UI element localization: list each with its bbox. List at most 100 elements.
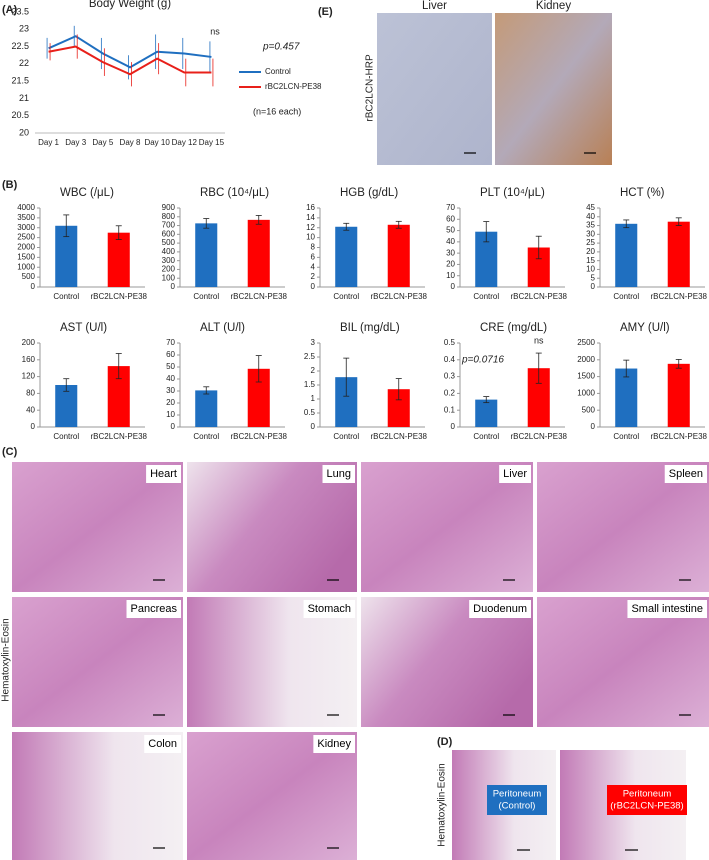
y-tick-label: 20.5 bbox=[11, 110, 29, 120]
chart-title: AST (U/l) bbox=[60, 322, 107, 334]
y-tick-label: 2500 bbox=[17, 233, 35, 242]
y-tick-label: 23 bbox=[19, 24, 29, 34]
label-line: (rBC2LCN-PE38) bbox=[610, 801, 683, 812]
y-tick-label: 10 bbox=[446, 271, 455, 280]
histology-image bbox=[377, 13, 492, 165]
y-tick-label: 0 bbox=[451, 422, 456, 431]
y-tick-label: 40 bbox=[166, 374, 175, 383]
x-tick-label: Day 12 bbox=[172, 138, 198, 147]
side-label: rBC2LCN-HRP bbox=[365, 54, 376, 122]
y-tick-label: 500 bbox=[22, 272, 36, 281]
annotation: ns bbox=[210, 26, 220, 36]
x-tick-label: Day 5 bbox=[92, 138, 113, 147]
y-tick-label: 10 bbox=[586, 265, 595, 274]
y-tick-label: 0.5 bbox=[304, 408, 316, 417]
tissue-label: Pancreas bbox=[131, 603, 178, 615]
chart-title: CRE (mg/dL) bbox=[480, 322, 547, 334]
y-tick-label: 100 bbox=[162, 273, 176, 282]
y-tick-label: 10 bbox=[306, 233, 315, 242]
y-tick-label: 0.1 bbox=[444, 405, 456, 414]
bar bbox=[475, 231, 498, 287]
y-tick-label: 600 bbox=[162, 229, 176, 238]
y-tick-label: 16 bbox=[306, 203, 315, 212]
y-tick-label: 21 bbox=[19, 93, 29, 103]
bar bbox=[247, 219, 270, 287]
y-tick-label: 200 bbox=[162, 265, 176, 274]
y-tick-label: 2 bbox=[311, 366, 316, 375]
panel-label: (D) bbox=[437, 736, 453, 748]
histology-image bbox=[12, 732, 183, 860]
y-tick-label: 700 bbox=[162, 221, 176, 230]
series-line bbox=[48, 35, 212, 69]
histology-image bbox=[12, 597, 183, 727]
panel-label: (A) bbox=[2, 4, 18, 16]
x-tick-label: rBC2LCN-PE38 bbox=[371, 292, 428, 301]
chart-title: ALT (U/l) bbox=[200, 322, 245, 334]
y-tick-label: 2500 bbox=[577, 338, 595, 347]
tissue-label: Small intestine bbox=[631, 603, 703, 615]
y-tick-label: 14 bbox=[306, 213, 315, 222]
y-tick-label: 0 bbox=[171, 282, 176, 291]
histology-image bbox=[361, 597, 533, 727]
x-tick-label: rBC2LCN-PE38 bbox=[651, 292, 708, 301]
chart-title: WBC (/μL) bbox=[60, 187, 114, 199]
y-tick-label: 8 bbox=[311, 243, 316, 252]
y-tick-label: 2 bbox=[311, 272, 316, 281]
y-tick-label: 0.3 bbox=[444, 372, 456, 381]
y-tick-label: 1500 bbox=[17, 252, 35, 261]
y-tick-label: 500 bbox=[162, 238, 176, 247]
y-tick-label: 2000 bbox=[17, 243, 35, 252]
histology-image bbox=[537, 462, 709, 592]
tissue-label: Kidney bbox=[317, 738, 351, 750]
y-tick-label: 20 bbox=[19, 127, 29, 137]
y-tick-label: 20 bbox=[586, 247, 595, 256]
label-box bbox=[664, 465, 707, 483]
y-tick-label: 0.2 bbox=[444, 389, 456, 398]
label-box bbox=[146, 465, 181, 483]
bar bbox=[107, 366, 130, 427]
y-tick-label: 2000 bbox=[577, 355, 595, 364]
x-tick-label: Control bbox=[473, 432, 499, 441]
tissue-label: Colon bbox=[148, 738, 177, 750]
bar bbox=[335, 377, 358, 427]
annotation: p=0.0716 bbox=[461, 355, 504, 366]
y-tick-label: 40 bbox=[586, 212, 595, 221]
legend-label: rBC2LCN-PE38 bbox=[265, 82, 322, 91]
x-tick-label: Day 8 bbox=[120, 138, 141, 147]
bar bbox=[527, 247, 550, 287]
y-tick-label: 800 bbox=[162, 212, 176, 221]
y-tick-label: 70 bbox=[446, 203, 455, 212]
y-tick-label: 5 bbox=[591, 273, 596, 282]
x-tick-label: Control bbox=[333, 292, 359, 301]
y-tick-label: 80 bbox=[26, 389, 35, 398]
chart-title: HGB (g/dL) bbox=[340, 187, 398, 199]
y-tick-label: 10 bbox=[166, 410, 175, 419]
bar bbox=[527, 368, 550, 427]
label-box bbox=[499, 465, 531, 483]
y-tick-label: 12 bbox=[306, 223, 315, 232]
x-tick-label: rBC2LCN-PE38 bbox=[511, 292, 568, 301]
x-tick-label: rBC2LCN-PE38 bbox=[231, 292, 288, 301]
x-tick-label: Control bbox=[193, 432, 219, 441]
tissue-label: Spleen bbox=[669, 468, 703, 480]
bar bbox=[387, 224, 410, 287]
label-box bbox=[627, 600, 707, 618]
y-tick-label: 20 bbox=[446, 260, 455, 269]
y-tick-label: 22.5 bbox=[11, 41, 29, 51]
panel-label: (B) bbox=[2, 179, 18, 191]
chart-title: PLT (10⁴/μL) bbox=[480, 187, 545, 199]
tissue-label: Liver bbox=[503, 468, 527, 480]
y-tick-label: 0 bbox=[171, 422, 176, 431]
y-tick-label: 0.4 bbox=[444, 355, 456, 364]
y-tick-label: 50 bbox=[166, 362, 175, 371]
x-tick-label: Control bbox=[613, 292, 639, 301]
y-tick-label: 1 bbox=[311, 394, 316, 403]
bar bbox=[615, 223, 638, 287]
y-tick-label: 15 bbox=[586, 256, 595, 265]
histology-image bbox=[187, 462, 357, 592]
y-tick-label: 2.5 bbox=[304, 352, 316, 361]
label-box bbox=[303, 600, 355, 618]
y-tick-label: 3 bbox=[311, 338, 316, 347]
